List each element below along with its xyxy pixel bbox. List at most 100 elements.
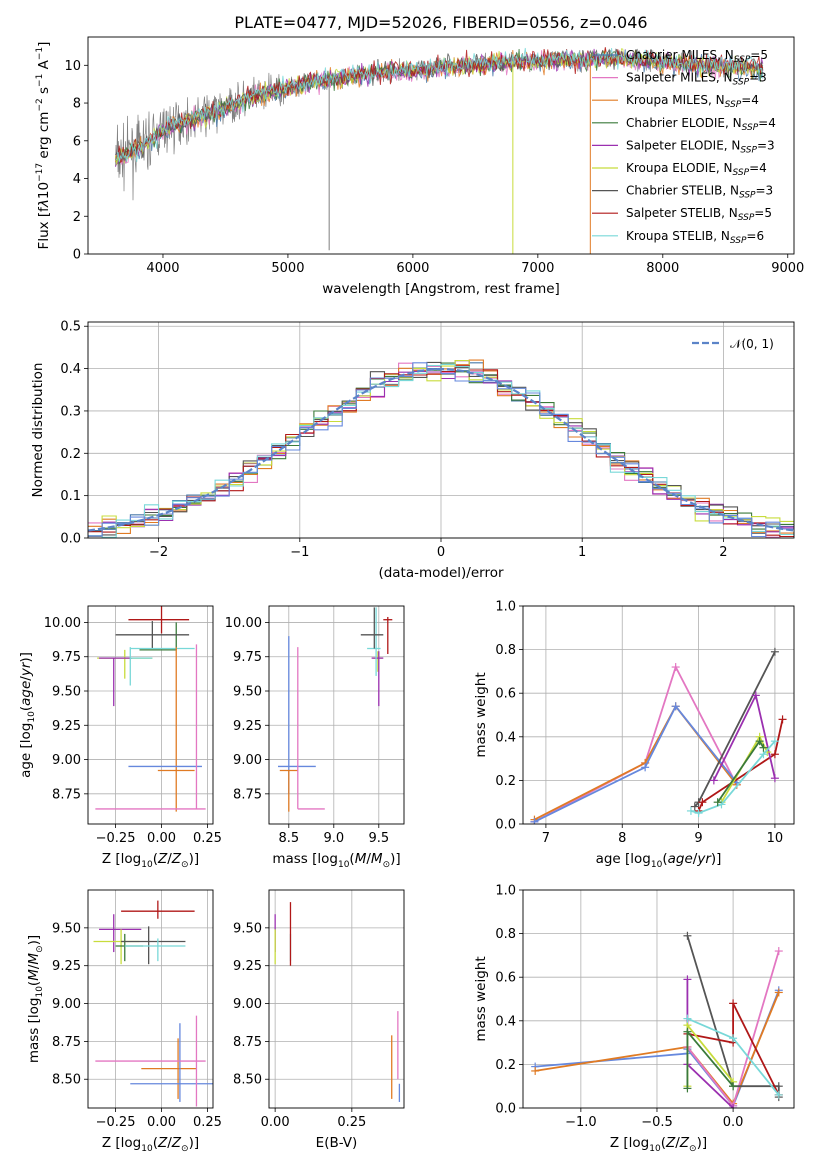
normal-curve [88,367,794,532]
age_vs_mass-ytick-label: 9.75 [233,650,262,665]
mass_vs_ebv-errorbars [274,902,401,1102]
weight-marker [671,702,680,711]
mass_weight_vs_age-frame [522,605,795,825]
legend-entry: Salpeter STELIB, NSSP=5 [626,206,772,223]
mass_weight_vs_age-axes: 7 8 9 10 0.0 0.2 0.4 0.6 0.8 1.0 age [log10(age/yr… [473,600,794,870]
mass_weight_vs_Z-ylabel: mass weight [473,956,489,1041]
legend-entry: Kroupa STELIB, NSSP=6 [626,229,764,246]
weight-marker [683,1084,692,1093]
mass_vs_Z-frame [87,889,214,1109]
age_vs_mass-xtick-label: 9.0 [323,831,344,846]
weight-marker [531,1066,540,1075]
mass_weight_vs_age-xlabel: age [log10(age/yr)] [596,851,722,870]
mass_weight_vs_age-ytick-label: 1.0 [495,600,516,615]
residual_histogram-axes: −2 −1 0 1 2 0.0 0.1 0.2 0.3 0.4 0.5 (data-model)/er… [30,320,794,581]
errorbar [124,938,186,962]
mass_vs_ebv-ytick-label: 9.50 [233,921,262,936]
weight-marker [729,999,738,1008]
spectrum-model-line [115,47,764,163]
spectrum-ytick-label: 0 [73,248,81,263]
spectrum-legend: Chabrier MILES, NSSP=5 Salpeter MILES, NS… [592,48,776,246]
weight-marker [729,1104,738,1108]
residual_histogram-ytick-label: 0.5 [60,320,81,335]
spectrum-ytick-label: 8 [73,97,81,112]
weight-marker [729,1034,738,1043]
age_vs_Z-xtick-label: 0.25 [193,831,222,846]
errorbar [297,647,325,810]
legend-entry: Salpeter ELODIE, NSSP=3 [626,138,775,155]
weight-line [686,1029,734,1089]
weight-line [534,704,738,823]
residual_histogram-ytick-label: 0.3 [60,404,81,419]
age_vs_mass-ytick-label: 10.00 [225,616,262,631]
mass_vs_Z-ytick-label: 9.25 [52,959,81,974]
weight-marker [774,947,783,956]
spectrum-xtick-label: 7000 [521,261,554,276]
mass_weight_vs_Z-ytick-label: 0.2 [495,1058,516,1073]
legend-entry: Salpeter MILES, NSSP=3 [626,71,767,88]
mass_vs_Z-ytick-label: 8.75 [52,1035,81,1050]
weight-marker [686,806,695,815]
weight-marker [694,809,703,818]
weight-marker [774,1090,783,1099]
mass_weight_vs_Z-ytick-label: 0.0 [495,1102,516,1117]
mass_vs_Z-xtick-label: −0.25 [96,1115,136,1130]
spectrum-xlabel: wavelength [Angstrom, rest frame] [322,281,560,297]
weight-line [687,1002,780,1096]
age_vs_mass-ytick-label: 8.75 [233,787,262,802]
weight-marker [698,798,707,807]
mass_weight_vs_age-xtick-label: 8 [618,831,626,846]
errorbar [383,616,393,654]
weight-line [534,664,738,823]
residual_histogram-ytick-label: 0.4 [60,362,81,377]
chart-layer: 4000 5000 6000 7000 8000 90000246810wavelengt… [18,36,804,1154]
age_vs_Z-xlabel: Z [log10(Z/Z⊙)] [102,851,199,870]
age_vs_mass-frame [268,605,405,825]
age_vs_mass-axes: 8.5 9.0 9.5 8.75 9.00 9.25 9.50 9.75 10.00 mass [… [225,606,404,870]
spectrum-xtick-label: 6000 [396,261,429,276]
age_vs_Z-ytick-label: 9.25 [52,719,81,734]
mass_weight_vs_Z-series [531,931,783,1108]
mass_vs_ebv-xtick-label: 0.25 [337,1115,366,1130]
residual_histogram-ytick-label: 0.2 [60,447,81,462]
residual_histogram-ytick-label: 0.1 [60,489,81,504]
errorbar [130,1023,213,1102]
errorbar [115,933,144,962]
legend-entry: Kroupa MILES, NSSP=4 [626,93,759,110]
spectrum-xtick-label: 8000 [646,261,679,276]
errorbar [95,644,206,810]
mass_weight_vs_age-ytick-label: 0.0 [495,818,516,833]
mass_vs_Z-axes: −0.25 0.00 0.25 8.50 8.75 9.00 9.25 9.50 Z [log1… [26,890,222,1154]
age_vs_Z-xtick-label: −0.25 [96,831,136,846]
spectrum-frame [87,36,795,255]
age_vs_mass-xtick-label: 9.5 [368,831,389,846]
age_vs_mass-ytick-label: 9.50 [233,685,262,700]
weight-line [686,979,734,1108]
age_vs_Z-ytick-label: 8.75 [52,787,81,802]
weight-marker [770,750,779,759]
weight-marker [683,931,692,940]
errorbar [99,657,133,707]
mass_vs_Z-ytick-label: 9.50 [52,921,81,936]
residual_histogram-ytick-label: 0.0 [60,532,81,547]
histogram-series [88,363,794,538]
mass_weight_vs_age-ytick-label: 0.8 [495,643,516,658]
spectrum-lines [115,47,764,254]
mass_weight_vs_Z-frame [522,889,795,1109]
mass_vs_Z-ytick-label: 8.50 [52,1073,81,1088]
errorbar [373,651,383,672]
residual_histogram-xtick-label: 1 [578,545,586,560]
mass_weight_vs_Z-ytick-label: 0.6 [495,971,516,986]
residual_histogram-xtick-label: −2 [149,545,168,560]
weight-marker [683,1027,692,1036]
mass_weight_vs_Z-xtick-label: −1.0 [565,1115,597,1130]
errorbar [99,914,142,953]
age_vs_Z-errorbars [95,606,206,812]
errorbar [371,651,384,707]
residual_histogram-frame [87,321,795,539]
mass_vs_Z-ylabel: mass [log10(M/M⊙)] [26,935,45,1063]
age_vs_Z-ytick-label: 10.00 [44,616,81,631]
weight-marker [683,975,692,984]
age_vs_Z-frame [87,605,214,825]
